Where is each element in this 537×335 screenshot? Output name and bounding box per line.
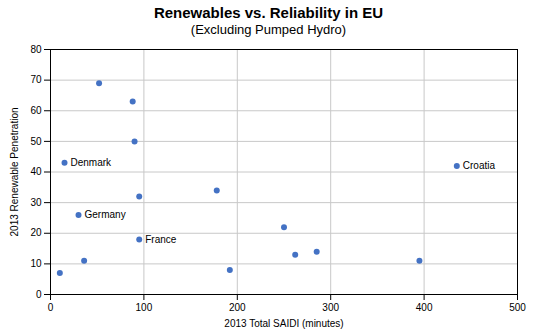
svg-text:500: 500 [509, 302, 526, 313]
svg-text:2013 Renewable Penetration: 2013 Renewable Penetration [9, 108, 20, 237]
svg-text:0: 0 [36, 289, 42, 300]
svg-text:France: France [145, 234, 177, 245]
svg-text:100: 100 [136, 302, 153, 313]
svg-text:200: 200 [229, 302, 246, 313]
svg-text:70: 70 [30, 74, 42, 85]
html-text:Renewables vs. Reliability in: Renewables vs. Reliability in EU [153, 4, 384, 21]
svg-text:50: 50 [30, 136, 42, 147]
svg-text:40: 40 [30, 166, 42, 177]
svg-text:10: 10 [30, 258, 42, 269]
svg-text:80: 80 [30, 44, 42, 55]
svg-text:30: 30 [30, 197, 42, 208]
svg-text:300: 300 [322, 302, 339, 313]
svg-text:Denmark: Denmark [71, 157, 113, 168]
svg-text:Germany: Germany [85, 209, 126, 220]
svg-text:20: 20 [30, 227, 42, 238]
svg-text:60: 60 [30, 105, 42, 116]
svg-text:Croatia: Croatia [463, 160, 496, 171]
svg-text:2013 Total SAIDI (minutes): 2013 Total SAIDI (minutes) [224, 318, 343, 329]
html-text:(Excluding Pumped Hydro): (Excluding Pumped Hydro) [190, 22, 347, 37]
svg-text:400: 400 [416, 302, 433, 313]
svg-text:0: 0 [48, 302, 54, 313]
